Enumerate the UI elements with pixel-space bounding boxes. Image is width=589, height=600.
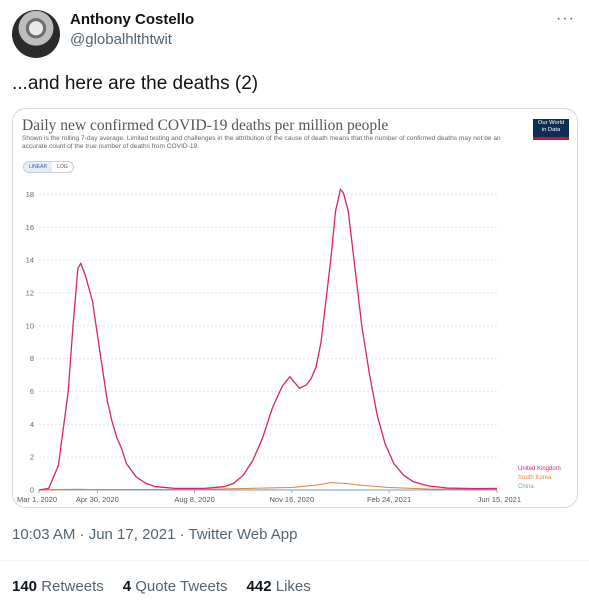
quote-tweets-count: 4 — [122, 578, 132, 595]
tweet-stats: 140 Retweets 4 Quote Tweets 442 Likes — [12, 578, 311, 595]
scale-toggle[interactable]: LINEAR LOG — [23, 161, 74, 173]
tweet-media-chart[interactable]: 0 2 4 6 8 10 12 14 16 18 Mar 1, 2020 Apr 30, 2020 Au… — [12, 108, 578, 508]
y-tick-label: 10 — [26, 321, 34, 330]
legend-item-china: China — [518, 484, 534, 490]
retweets-stat[interactable]: 140 Retweets — [12, 578, 104, 595]
y-tick-label: 2 — [30, 453, 34, 462]
retweets-label: Retweets — [41, 578, 104, 595]
y-tick-label: 0 — [30, 486, 34, 495]
owid-logo-line-1: Our World — [537, 120, 565, 126]
y-tick-label: 6 — [30, 387, 34, 396]
avatar[interactable] — [12, 10, 60, 58]
more-options-icon[interactable]: ··· — [556, 10, 575, 27]
likes-stat[interactable]: 442 Likes — [247, 578, 311, 595]
owid-logo-line-2: in Data — [541, 127, 561, 133]
legend-item-south-korea: South Korea — [518, 475, 552, 481]
y-tick-label: 12 — [26, 288, 34, 297]
owid-logo: Our World in Data — [533, 119, 569, 140]
quote-tweets-label: Quote Tweets — [135, 578, 228, 595]
x-tick-label: Aug 8, 2020 — [174, 495, 214, 504]
y-tick-label: 4 — [30, 420, 34, 429]
x-tick-label: Apr 30, 2020 — [76, 495, 119, 504]
legend-item-uk: United Kingdom — [518, 466, 561, 472]
author-name[interactable]: Anthony Costello — [70, 11, 195, 28]
tweet-text: ...and here are the deaths (2) — [12, 73, 259, 94]
x-tick-label: Mar 1, 2020 — [17, 495, 57, 504]
retweets-count: 140 — [12, 578, 38, 595]
series-line-south-korea — [38, 482, 498, 491]
y-tick-label: 14 — [26, 256, 34, 265]
x-tick-label: Nov 16, 2020 — [270, 495, 315, 504]
chart-plot: 0 2 4 6 8 10 12 14 16 18 Mar 1, 2020 Apr 30, 2020 Au… — [17, 188, 521, 504]
x-tick-label: Jun 15, 2021 — [478, 495, 521, 504]
chart-subtitle: Shown is the rolling 7-day average. Limi… — [22, 135, 501, 150]
y-tick-label: 18 — [26, 190, 34, 199]
chart-title: Daily new confirmed COVID-19 deaths per … — [22, 117, 389, 134]
y-tick-label: 16 — [26, 223, 34, 232]
y-tick-label: 8 — [30, 354, 34, 363]
series-line-uk — [38, 188, 498, 491]
divider — [0, 560, 589, 561]
likes-label: Likes — [275, 578, 311, 595]
log-scale-button[interactable]: LOG — [57, 164, 68, 170]
quote-tweets-stat[interactable]: 4 Quote Tweets — [123, 578, 228, 595]
x-tick-label: Feb 24, 2021 — [367, 495, 411, 504]
likes-count: 442 — [246, 578, 272, 595]
tweet-timestamp[interactable]: 10:03 AM · Jun 17, 2021 · Twitter Web Ap… — [12, 526, 298, 543]
author-handle[interactable]: @globalhlthtwit — [70, 31, 172, 48]
linear-scale-button[interactable]: LINEAR — [24, 162, 53, 172]
